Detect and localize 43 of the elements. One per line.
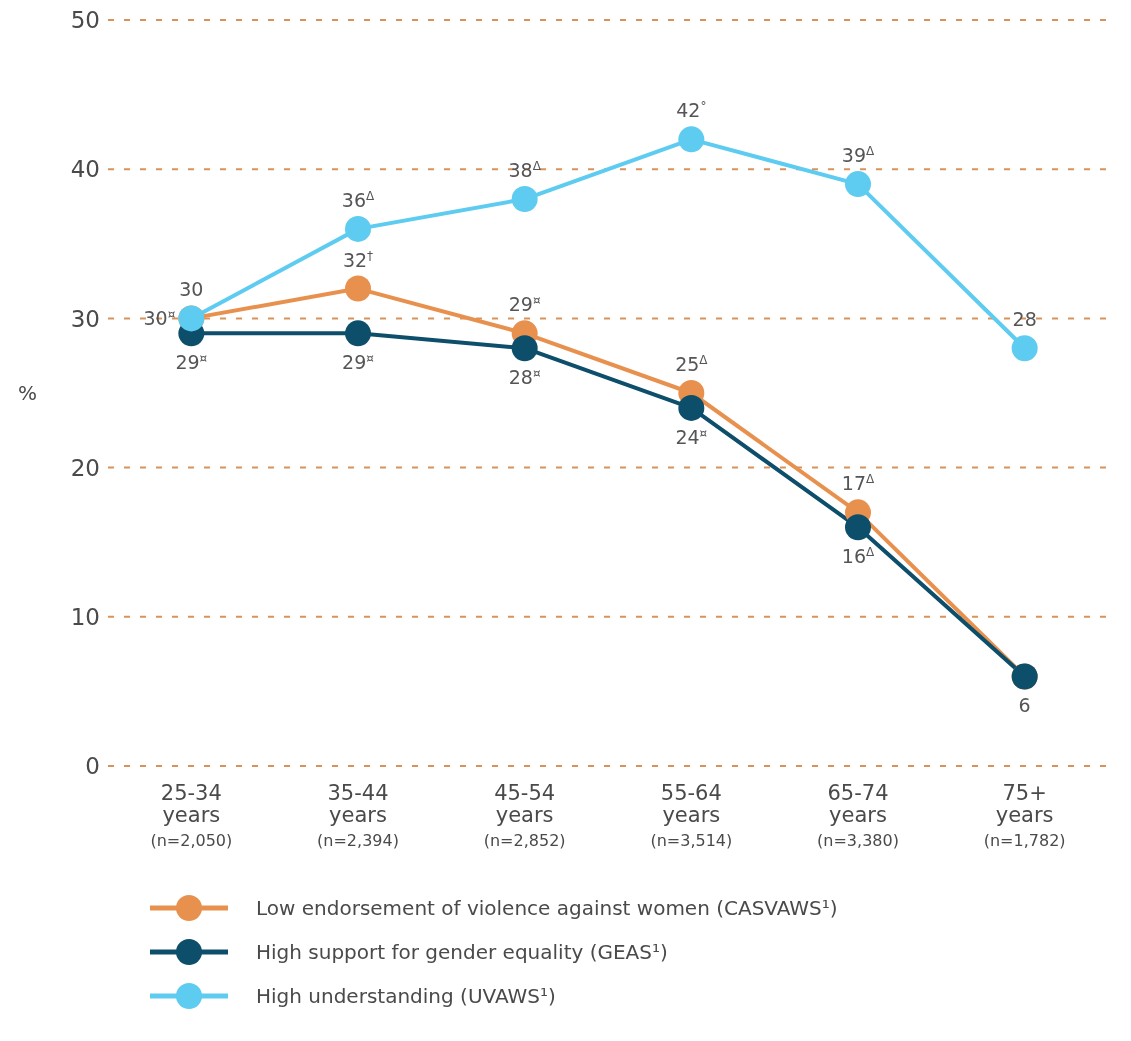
data-label: 36$^{Δ}$ bbox=[341, 188, 375, 211]
legend-label: Low endorsement of violence against women (CASVAWS¹) bbox=[256, 896, 838, 920]
y-tick-label: 10 bbox=[70, 603, 100, 630]
x-tick-label: 65-74 years (n=3,380) bbox=[817, 781, 899, 850]
data-label: 38$^{Δ}$ bbox=[508, 159, 542, 182]
x-tick-label: 45-54 years (n=2,852) bbox=[483, 781, 566, 850]
data-label: 30$^{¤}$ bbox=[143, 307, 176, 330]
data-label: 6 bbox=[1018, 694, 1031, 717]
y-tick-label: 30 bbox=[70, 305, 100, 332]
x-tick-label: 75+ years (n=1,782) bbox=[983, 781, 1066, 850]
data-label: 28$^{¤}$ bbox=[508, 366, 541, 389]
data-label: 29$^{¤}$ bbox=[175, 351, 208, 374]
data-label: 39$^{Δ}$ bbox=[841, 144, 875, 167]
data-label: 24$^{¤}$ bbox=[675, 425, 708, 448]
y-tick-label: 40 bbox=[70, 156, 100, 183]
point bbox=[345, 320, 371, 347]
point bbox=[678, 394, 705, 421]
point bbox=[845, 514, 871, 541]
point bbox=[845, 171, 871, 198]
point bbox=[345, 275, 371, 302]
data-label: 28 bbox=[1012, 308, 1037, 331]
point bbox=[511, 335, 538, 362]
point bbox=[1011, 335, 1038, 362]
data-label: 17$^{Δ}$ bbox=[841, 472, 875, 495]
data-label: 25$^{Δ}$ bbox=[675, 353, 709, 375]
y-tick-label: 50 bbox=[70, 7, 100, 34]
data-label: 29$^{¤}$ bbox=[342, 351, 375, 374]
x-tick-label: 55-64 years (n=3,514) bbox=[650, 781, 733, 850]
legend-label: High understanding (UVAWS¹) bbox=[256, 984, 556, 1008]
data-label: 16$^{Δ}$ bbox=[841, 545, 875, 568]
point bbox=[511, 186, 538, 213]
data-label: 29$^{¤}$ bbox=[508, 293, 541, 316]
x-tick-label: 35-44 years (n=2,394) bbox=[317, 781, 399, 850]
legend-label: High support for gender equality (GEAS¹) bbox=[256, 940, 668, 964]
data-label: 32$^{†}$ bbox=[342, 248, 374, 271]
x-tick-label: 25-34 years (n=2,050) bbox=[150, 781, 233, 850]
y-axis-title: % bbox=[18, 381, 38, 406]
data-label: 42$^{°}$ bbox=[676, 99, 707, 122]
point bbox=[678, 126, 705, 153]
point bbox=[345, 215, 371, 242]
data-label: 30 bbox=[179, 278, 204, 301]
y-tick-label: 20 bbox=[70, 454, 100, 481]
y-tick-label: 0 bbox=[85, 753, 100, 780]
